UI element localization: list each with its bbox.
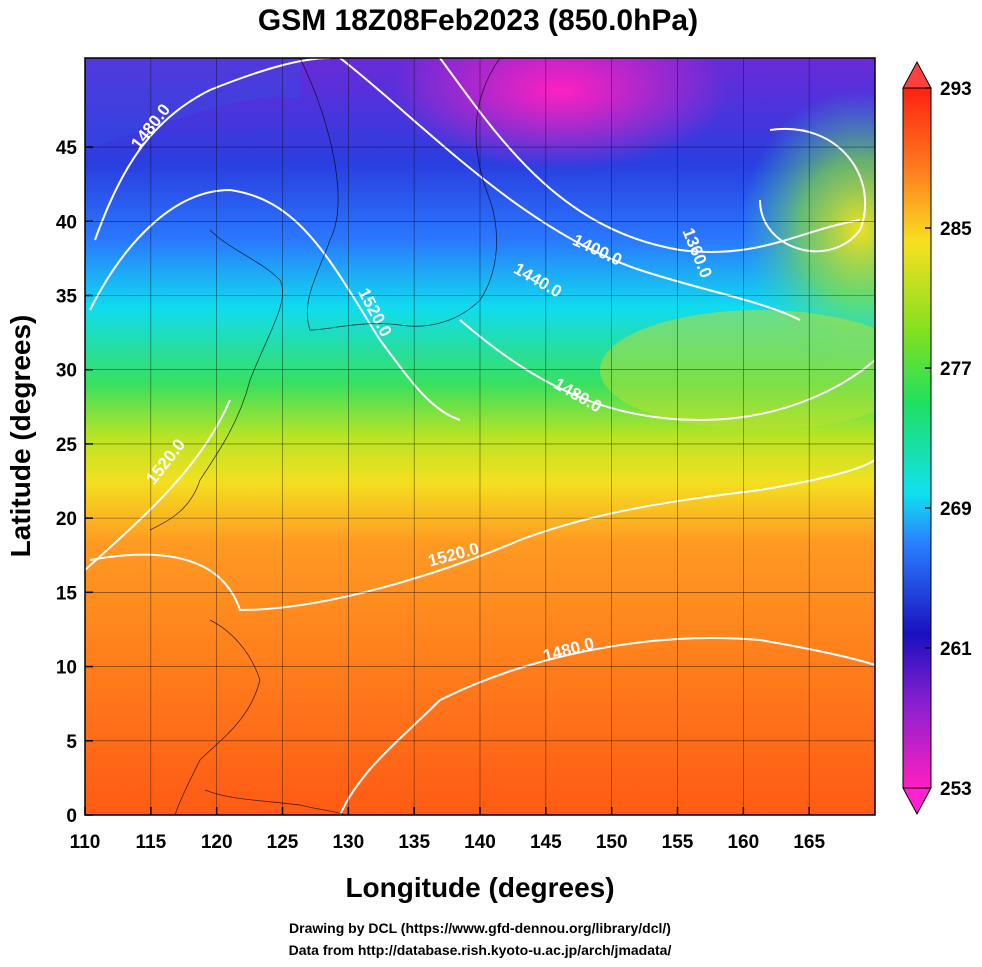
colorbar-tick-label: 277 — [940, 359, 972, 380]
colorbar — [902, 87, 932, 789]
y-tick-label: 45 — [56, 138, 78, 159]
colorbar-tick-label: 253 — [940, 779, 972, 800]
y-tick-label: 15 — [56, 583, 78, 604]
y-tick-label: 10 — [56, 658, 77, 679]
x-tick-label: 120 — [201, 832, 233, 853]
y-tick-label: 5 — [66, 732, 77, 753]
x-tick-label: 150 — [596, 832, 628, 853]
x-tick-label: 110 — [70, 832, 101, 853]
title: GSM 18Z08Feb2023 (850.0hPa) — [258, 4, 698, 37]
x-axis-label: Longitude (degrees) — [345, 872, 614, 903]
y-tick-label: 40 — [56, 212, 77, 233]
colorbar-max-arrow — [902, 60, 932, 89]
colorbar-tick-label: 285 — [940, 219, 972, 240]
x-tick-label: 155 — [662, 832, 694, 853]
colorbar-tick-label: 261 — [940, 639, 972, 660]
x-tick-label: 125 — [267, 832, 299, 853]
x-tick-label: 130 — [332, 832, 364, 853]
y-tick-label: 25 — [56, 435, 78, 456]
y-tick-label: 20 — [56, 509, 77, 530]
x-tick-label: 145 — [530, 832, 562, 853]
x-tick-label: 115 — [136, 832, 167, 853]
y-tick-label: 35 — [56, 286, 78, 307]
y-tick-label: 30 — [56, 361, 77, 382]
colorbar-min-arrow — [902, 787, 932, 816]
field — [85, 58, 875, 815]
colorbar-tick-label: 269 — [940, 499, 972, 520]
y-tick-label: 0 — [66, 806, 77, 827]
x-tick-label: 165 — [793, 832, 825, 853]
x-tick-label: 135 — [398, 832, 430, 853]
x-tick-label: 160 — [727, 832, 759, 853]
y-axis-label: Latitude (degrees) — [5, 315, 36, 558]
credit: Drawing by DCL (https://www.gfd-dennou.o… — [289, 920, 671, 936]
x-tick-label: 140 — [464, 832, 496, 853]
credit: Data from http://database.rish.kyoto-u.a… — [289, 942, 672, 958]
colorbar-tick-label: 293 — [940, 79, 972, 100]
